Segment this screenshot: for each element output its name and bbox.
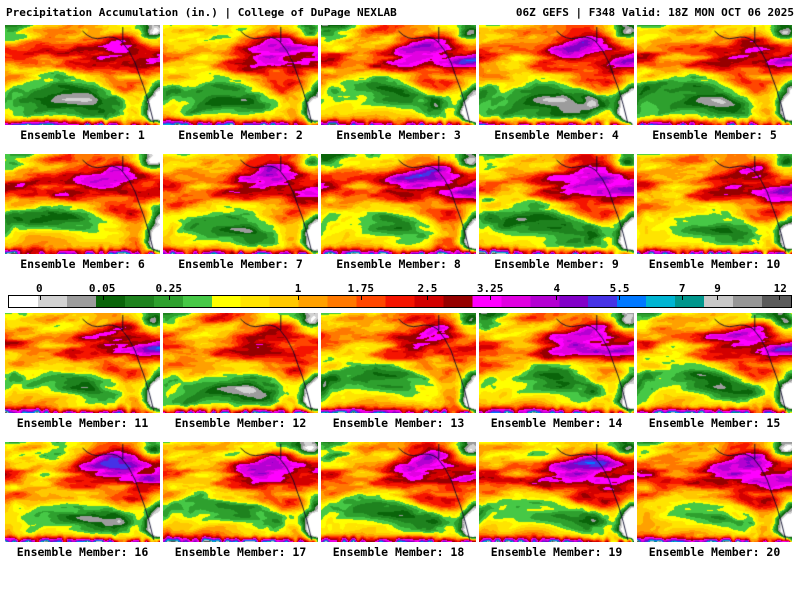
legend-tick-labels: 0 0.05 0.25 1 1.75 2.5 3.25 4 5.5 7 9 12 <box>8 282 792 295</box>
precip-map-member-6 <box>5 154 160 254</box>
ensemble-member-label: Ensemble Member: 4 <box>494 128 619 142</box>
legend-tick <box>681 296 683 300</box>
legend-tick <box>427 296 429 300</box>
ensemble-panel-19: Ensemble Member: 19 <box>479 442 634 566</box>
legend-tick <box>102 296 104 300</box>
precip-map-member-2 <box>163 25 318 125</box>
precip-map-member-9 <box>479 154 634 254</box>
ensemble-member-label: Ensemble Member: 14 <box>490 416 623 430</box>
ensemble-member-label: Ensemble Member: 15 <box>648 416 781 430</box>
legend-tick-label: 0.25 <box>155 282 182 295</box>
ensemble-member-label: Ensemble Member: 2 <box>178 128 303 142</box>
legend-tick-label: 4 <box>553 282 561 295</box>
ensemble-panel-3: Ensemble Member: 3 <box>321 25 476 149</box>
ensemble-member-label: Ensemble Member: 13 <box>332 416 465 430</box>
ensemble-panel-1: Ensemble Member: 1 <box>5 25 160 149</box>
ensemble-panel-7: Ensemble Member: 7 <box>163 154 318 278</box>
ensemble-row-1: Ensemble Member: 1 Ensemble Member: 2 Ense… <box>0 25 800 149</box>
precip-map-member-1 <box>5 25 160 125</box>
ensemble-panel-20: Ensemble Member: 20 <box>637 442 792 566</box>
ensemble-member-label: Ensemble Member: 12 <box>174 416 307 430</box>
run-valid-time: 06Z GEFS | F348 Valid: 18Z MON OCT 06 20… <box>515 6 794 19</box>
legend-tick <box>360 296 362 300</box>
legend-tick-label: 12 <box>773 282 787 295</box>
ensemble-panel-10: Ensemble Member: 10 <box>637 154 792 278</box>
ensemble-row-3: Ensemble Member: 11 Ensemble Member: 12 En… <box>0 313 800 437</box>
precip-map-member-20 <box>637 442 792 542</box>
ensemble-panel-16: Ensemble Member: 16 <box>5 442 160 566</box>
ensemble-member-label: Ensemble Member: 11 <box>16 416 149 430</box>
ensemble-member-label: Ensemble Member: 16 <box>16 545 149 559</box>
precip-map-member-11 <box>5 313 160 413</box>
ensemble-panel-4: Ensemble Member: 4 <box>479 25 634 149</box>
legend-tick <box>489 296 491 300</box>
ensemble-member-label: Ensemble Member: 5 <box>652 128 777 142</box>
ensemble-member-label: Ensemble Member: 7 <box>178 257 303 271</box>
legend-tick-label: 2.5 <box>417 282 438 295</box>
precip-map-member-16 <box>5 442 160 542</box>
legend-tick-label: 5.5 <box>609 282 630 295</box>
ensemble-panel-9: Ensemble Member: 9 <box>479 154 634 278</box>
legend-color-bar <box>8 295 792 308</box>
legend-tick-label: 9 <box>714 282 721 295</box>
precip-map-member-14 <box>479 313 634 413</box>
ensemble-panel-15: Ensemble Member: 15 <box>637 313 792 437</box>
ensemble-member-label: Ensemble Member: 19 <box>490 545 623 559</box>
ensemble-panel-12: Ensemble Member: 12 <box>163 313 318 437</box>
ensemble-member-label: Ensemble Member: 1 <box>20 128 145 142</box>
legend-tick <box>169 296 171 300</box>
legend-tick-label: 0 <box>36 282 43 295</box>
ensemble-member-label: Ensemble Member: 8 <box>336 257 461 271</box>
precip-map-member-4 <box>479 25 634 125</box>
precip-ensemble-page: Precipitation Accumulation (in.) | Colle… <box>0 0 800 566</box>
legend-tick-label: 3.25 <box>476 282 504 295</box>
legend-tick <box>618 296 620 300</box>
legend-tick <box>40 296 42 300</box>
ensemble-panel-17: Ensemble Member: 17 <box>163 442 318 566</box>
ensemble-member-label: Ensemble Member: 3 <box>336 128 461 142</box>
precip-map-member-17 <box>163 442 318 542</box>
ensemble-member-label: Ensemble Member: 9 <box>494 257 619 271</box>
ensemble-row-4: Ensemble Member: 16 Ensemble Member: 17 En… <box>0 442 800 566</box>
ensemble-row-2: Ensemble Member: 6 Ensemble Member: 7 Ense… <box>0 154 800 278</box>
legend-tick <box>779 296 781 300</box>
precip-map-member-12 <box>163 313 318 413</box>
ensemble-panel-8: Ensemble Member: 8 <box>321 154 476 278</box>
precip-map-member-13 <box>321 313 476 413</box>
precip-map-member-19 <box>479 442 634 542</box>
ensemble-panel-6: Ensemble Member: 6 <box>5 154 160 278</box>
ensemble-panel-11: Ensemble Member: 11 <box>5 313 160 437</box>
ensemble-panel-18: Ensemble Member: 18 <box>321 442 476 566</box>
ensemble-panel-13: Ensemble Member: 13 <box>321 313 476 437</box>
legend-tick <box>716 296 718 300</box>
ensemble-panel-5: Ensemble Member: 5 <box>637 25 792 149</box>
ensemble-member-label: Ensemble Member: 6 <box>20 257 145 271</box>
ensemble-member-label: Ensemble Member: 17 <box>174 545 307 559</box>
ensemble-member-label: Ensemble Member: 10 <box>648 257 781 271</box>
precip-map-member-7 <box>163 154 318 254</box>
ensemble-panel-2: Ensemble Member: 2 <box>163 25 318 149</box>
product-title: Precipitation Accumulation (in.) | Colle… <box>6 6 397 19</box>
precip-map-member-3 <box>321 25 476 125</box>
ensemble-member-label: Ensemble Member: 20 <box>648 545 781 559</box>
precip-map-member-10 <box>637 154 792 254</box>
legend-tick-label: 1.75 <box>347 282 375 295</box>
legend-tick-label: 7 <box>678 282 686 295</box>
precip-color-scale: 0 0.05 0.25 1 1.75 2.5 3.25 4 5.5 7 9 12 <box>8 282 792 308</box>
ensemble-panel-14: Ensemble Member: 14 <box>479 313 634 437</box>
ensemble-member-label: Ensemble Member: 18 <box>332 545 465 559</box>
precip-map-member-5 <box>637 25 792 125</box>
legend-tick <box>556 296 558 300</box>
precip-map-member-15 <box>637 313 792 413</box>
panels-grid: Ensemble Member: 1 Ensemble Member: 2 Ense… <box>0 25 800 566</box>
legend-tick-label: 0.05 <box>88 282 116 295</box>
legend-tick <box>298 296 300 300</box>
precip-map-member-8 <box>321 154 476 254</box>
legend-tick-label: 1 <box>294 282 302 295</box>
header: Precipitation Accumulation (in.) | Colle… <box>0 0 800 20</box>
precip-map-member-18 <box>321 442 476 542</box>
